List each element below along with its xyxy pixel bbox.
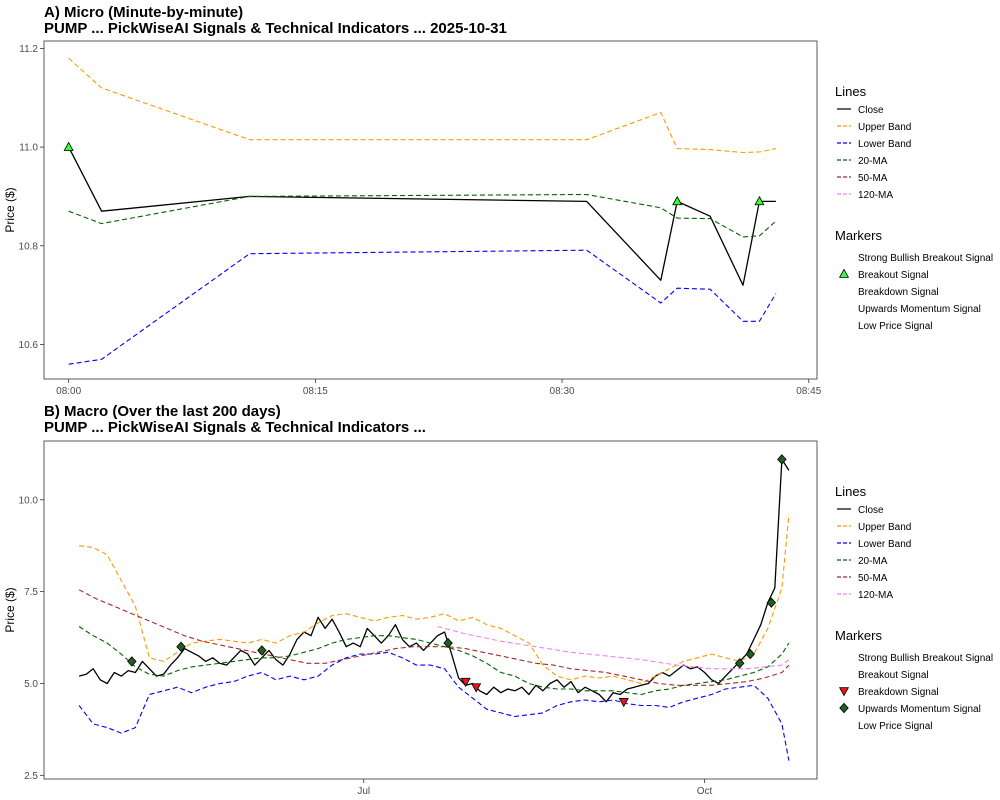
marker-upwards-momentum-signal bbox=[443, 637, 453, 649]
legend-label-low-price-signal: Low Price Signal bbox=[858, 321, 932, 332]
marker-upwards-momentum-signal bbox=[734, 658, 745, 669]
marker-upwards-momentum-signal bbox=[257, 645, 267, 656]
legend-label-upwards-momentum-signal: Upwards Momentum Signal bbox=[858, 704, 981, 715]
legend-label-lower-band: Lower Band bbox=[858, 539, 911, 550]
y-tick-label: 2.5 bbox=[24, 771, 38, 782]
y-axis-label: Price ($) bbox=[3, 187, 17, 232]
marker-breakdown-signal bbox=[618, 698, 629, 708]
x-tick-label: 08:15 bbox=[303, 386, 328, 397]
marker-upwards-momentum-signal bbox=[777, 454, 787, 465]
x-tick-label: 08:45 bbox=[796, 386, 821, 397]
y-tick-label: 10.0 bbox=[19, 495, 39, 506]
y-tick-label: 11.0 bbox=[19, 143, 38, 154]
legend-label-strong-bullish-breakout-signal: Strong Bullish Breakout Signal bbox=[858, 253, 993, 264]
legend-key-breakdown-signal bbox=[838, 687, 850, 697]
legend-label-breakdown-signal: Breakdown Signal bbox=[858, 287, 939, 298]
series-line-50-ma bbox=[78, 589, 790, 686]
legend-lines-title: Lines bbox=[835, 84, 867, 99]
legend-key-upwards-momentum-signal bbox=[839, 702, 849, 714]
panel-macro: B) Macro (Over the last 200 days)PUMP ..… bbox=[3, 403, 993, 797]
y-tick-label: 11.2 bbox=[19, 44, 38, 55]
legend-label-strong-bullish-breakout-signal: Strong Bullish Breakout Signal bbox=[858, 653, 993, 664]
series-line-lower-band bbox=[78, 651, 790, 761]
legend-label-breakout-signal: Breakout Signal bbox=[858, 670, 929, 681]
panel-subtitle: PUMP ... PickWiseAI Signals & Technical … bbox=[44, 20, 507, 37]
y-tick-label: 7.5 bbox=[24, 587, 38, 598]
y-tick-label: 10.6 bbox=[19, 340, 39, 351]
y-axis-label: Price ($) bbox=[3, 587, 17, 632]
series-line-120-ma bbox=[437, 625, 790, 670]
series-line-upper-band bbox=[68, 57, 777, 154]
legend-label-upper-band: Upper Band bbox=[858, 522, 911, 533]
panel-subtitle: PUMP ... PickWiseAI Signals & Technical … bbox=[44, 419, 426, 436]
legend-label-upwards-momentum-signal: Upwards Momentum Signal bbox=[858, 304, 981, 315]
legend-key-breakout-signal bbox=[838, 268, 850, 278]
y-tick-label: 10.8 bbox=[19, 241, 39, 252]
x-tick-label: Jul bbox=[357, 786, 370, 797]
x-tick-label: Oct bbox=[697, 786, 713, 797]
marker-breakout-signal bbox=[672, 195, 683, 206]
plot-border bbox=[43, 440, 818, 780]
legend-label-breakout-signal: Breakout Signal bbox=[858, 270, 929, 281]
panel-micro: A) Micro (Minute-by-minute)PUMP ... Pick… bbox=[3, 4, 993, 397]
x-tick-label: 08:30 bbox=[550, 386, 575, 397]
legend-label-50-ma: 50-MA bbox=[858, 173, 888, 184]
plot-border bbox=[43, 40, 818, 380]
marker-breakdown-signal bbox=[460, 677, 471, 688]
legend-label-low-price-signal: Low Price Signal bbox=[858, 721, 932, 732]
marker-breakout-signal bbox=[63, 141, 74, 151]
series-line-close bbox=[78, 458, 790, 703]
legend-label-lower-band: Lower Band bbox=[858, 139, 911, 150]
legend-markers-title: Markers bbox=[835, 228, 882, 243]
marker-breakout-signal bbox=[754, 195, 765, 206]
series-line-20-ma bbox=[78, 626, 790, 696]
marker-breakdown-signal bbox=[471, 683, 482, 693]
legend-label-close: Close bbox=[858, 505, 884, 516]
panel-title: A) Micro (Minute-by-minute) bbox=[44, 4, 243, 21]
legend-label-20-ma: 20-MA bbox=[858, 556, 888, 567]
series-line-close bbox=[68, 146, 776, 286]
marker-upwards-momentum-signal bbox=[127, 656, 137, 667]
legend-label-upper-band: Upper Band bbox=[858, 122, 911, 133]
panel-title: B) Macro (Over the last 200 days) bbox=[44, 403, 281, 420]
legend-lines-title: Lines bbox=[835, 484, 867, 499]
marker-upwards-momentum-signal bbox=[176, 641, 186, 652]
legend-label-close: Close bbox=[858, 105, 884, 116]
y-tick-label: 5.0 bbox=[24, 679, 38, 690]
series-line-upper-band bbox=[79, 514, 790, 685]
legend-markers-title: Markers bbox=[835, 628, 882, 643]
legend-label-120-ma: 120-MA bbox=[858, 190, 893, 201]
series-line-20-ma bbox=[68, 193, 777, 238]
x-tick-label: 08:00 bbox=[56, 386, 81, 397]
legend-label-120-ma: 120-MA bbox=[858, 590, 893, 601]
marker-upwards-momentum-signal bbox=[745, 648, 755, 660]
legend-label-50-ma: 50-MA bbox=[858, 573, 888, 584]
legend-label-breakdown-signal: Breakdown Signal bbox=[858, 687, 939, 698]
series-line-lower-band bbox=[68, 249, 777, 365]
legend-label-20-ma: 20-MA bbox=[858, 156, 888, 167]
marker-upwards-momentum-signal bbox=[766, 597, 777, 608]
